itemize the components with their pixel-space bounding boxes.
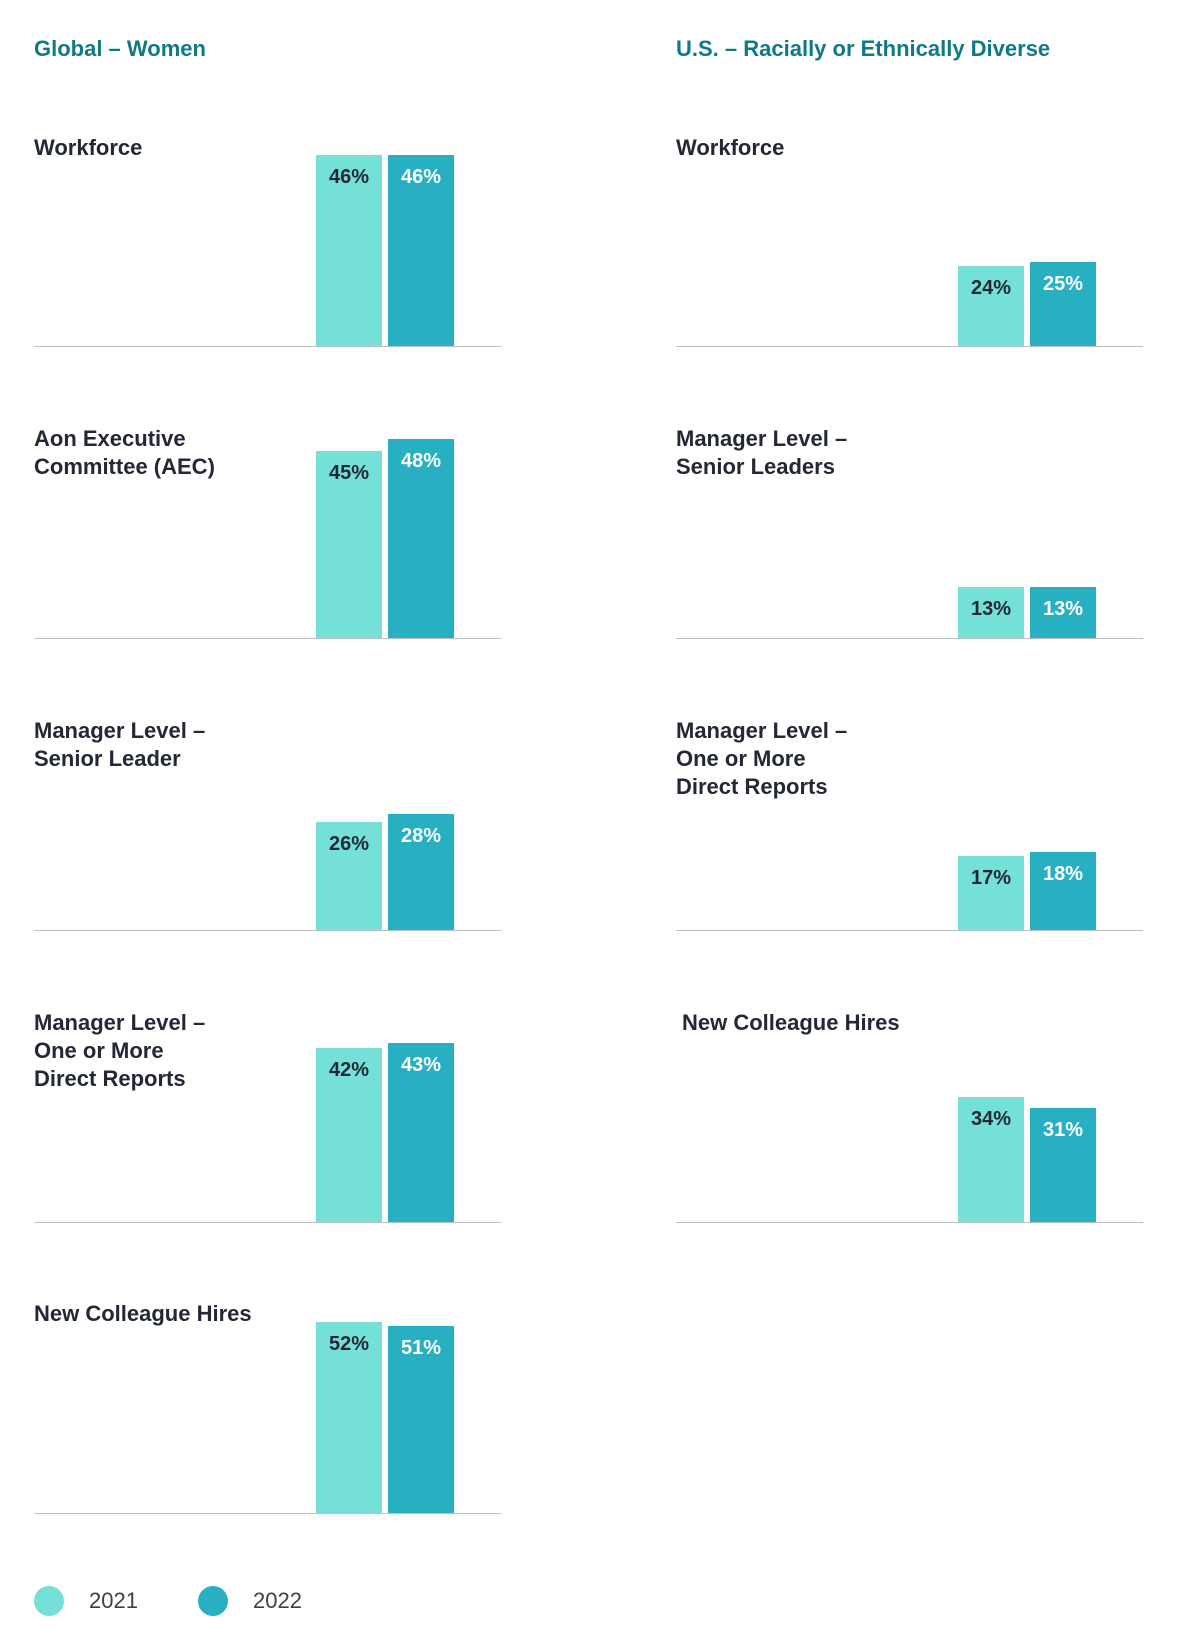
chart-2-label: Aon Executive Committee (AEC): [34, 425, 215, 481]
chart-7-label-line: Senior Leaders: [676, 454, 835, 479]
chart-2-value-2022: 48%: [400, 450, 442, 472]
chart-4-bar-2022: [388, 1043, 454, 1222]
chart-3-label: Manager Level – Senior Leader: [34, 717, 205, 773]
chart-3-value-2021: 26%: [328, 833, 370, 855]
chart-4-bar-2021: [316, 1048, 382, 1222]
chart-2-bar-2022: [388, 439, 454, 638]
chart-8-label-line: One or More: [676, 746, 806, 771]
chart-5-value-2022: 51%: [400, 1337, 442, 1359]
chart-7-label: Manager Level – Senior Leaders: [676, 425, 847, 481]
legend-swatch-2021: [34, 1586, 64, 1616]
chart-5-value-2021: 52%: [328, 1333, 370, 1355]
chart-8-label-line: Direct Reports: [676, 774, 828, 799]
chart-2-bar-2021: [316, 451, 382, 638]
chart-9-value-2021: 34%: [970, 1108, 1012, 1130]
chart-2-value-2021: 45%: [328, 462, 370, 484]
chart-6-label: Workforce: [676, 134, 784, 162]
chart-4-label-line: Direct Reports: [34, 1066, 186, 1091]
chart-7-value-2021: 13%: [970, 598, 1012, 620]
chart-9-label: New Colleague Hires: [682, 1009, 900, 1037]
chart-8-value-2022: 18%: [1042, 863, 1084, 885]
chart-3-label-line: Manager Level –: [34, 718, 206, 743]
chart-1-bar-2021: [316, 155, 382, 346]
chart-3-bar-2022: [388, 814, 454, 930]
chart-8-value-2021: 17%: [970, 867, 1012, 889]
chart-8-label: Manager Level – One or More Direct Reports: [676, 717, 847, 801]
chart-4-label-line: Manager Level –: [34, 1010, 206, 1035]
chart-8-label-line: Manager Level –: [676, 718, 848, 743]
chart-2-label-line: Committee (AEC): [34, 454, 215, 479]
chart-1-value-2021: 46%: [328, 166, 370, 188]
chart-2-baseline: [34, 638, 501, 639]
chart-5-baseline: [34, 1513, 501, 1514]
chart-5-label-line: New Colleague Hires: [34, 1301, 252, 1326]
chart-8-bar-2022: [1030, 852, 1096, 930]
chart-6-value-2021: 24%: [970, 277, 1012, 299]
chart-7-value-2022: 13%: [1042, 598, 1084, 620]
chart-3-label-line: Senior Leader: [34, 746, 181, 771]
chart-7-bar-2022: [1030, 587, 1096, 638]
chart-4-label-line: One or More: [34, 1038, 164, 1063]
chart-9-bar-2021: [958, 1097, 1024, 1222]
chart-5-label: New Colleague Hires: [34, 1300, 252, 1328]
chart-9-bar-2022: [1030, 1108, 1096, 1222]
chart-6-bar-2021: [958, 266, 1024, 346]
chart-6-bar-2022: [1030, 262, 1096, 346]
chart-1-value-2022: 46%: [400, 166, 442, 188]
chart-8-baseline: [676, 930, 1143, 931]
chart-4-label: Manager Level – One or More Direct Reports: [34, 1009, 205, 1093]
chart-7-bar-2021: [958, 587, 1024, 638]
chart-3-baseline: [34, 930, 501, 931]
chart-4-value-2021: 42%: [328, 1059, 370, 1081]
column-title-us-diverse: U.S. – Racially or Ethnically Diverse: [676, 36, 1051, 61]
chart-5-bar-2021: [316, 1322, 382, 1513]
chart-2-label-line: Aon Executive: [34, 426, 186, 451]
chart-9-value-2022: 31%: [1042, 1119, 1084, 1141]
chart-6-label-line: Workforce: [676, 135, 785, 160]
column-title-global-women: Global – Women: [34, 36, 206, 61]
chart-3-bar-2021: [316, 822, 382, 930]
chart-1-baseline: [34, 346, 501, 347]
chart-6-baseline: [676, 346, 1143, 347]
chart-1-label: Workforce: [34, 134, 142, 162]
chart-9-label-line: New Colleague Hires: [682, 1010, 900, 1035]
chart-6-value-2022: 25%: [1042, 273, 1084, 295]
legend-swatch-2022: [198, 1586, 228, 1616]
chart-1-bar-2022: [388, 155, 454, 346]
legend-label-2022: 2022: [253, 1588, 302, 1613]
chart-4-baseline: [34, 1222, 501, 1223]
chart-3-value-2022: 28%: [400, 825, 442, 847]
chart-4-value-2022: 43%: [400, 1054, 442, 1076]
legend-label-2021: 2021: [89, 1588, 138, 1613]
chart-7-baseline: [676, 638, 1143, 639]
chart-7-label-line: Manager Level –: [676, 426, 848, 451]
chart-9-baseline: [676, 1222, 1143, 1223]
chart-5-bar-2022: [388, 1326, 454, 1513]
chart-8-bar-2021: [958, 856, 1024, 930]
chart-1-label-line: Workforce: [34, 135, 143, 160]
